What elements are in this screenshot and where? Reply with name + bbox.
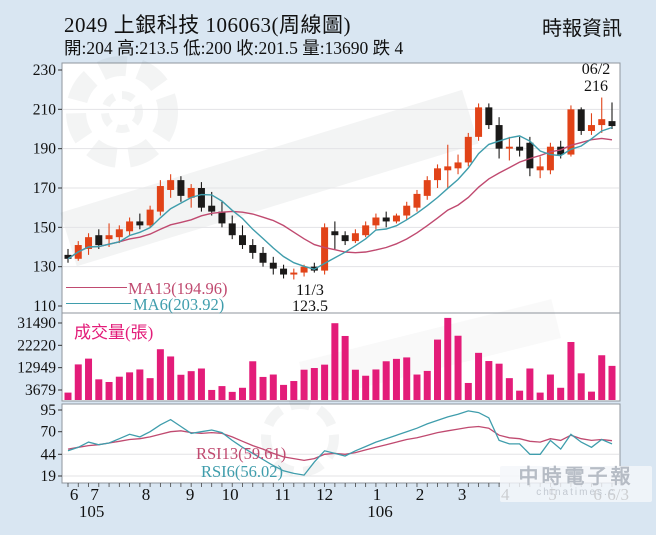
svg-text:130: 130 [33,259,57,276]
site-watermark-text: 中時電子報 [518,466,634,488]
svg-text:70: 70 [41,424,57,441]
ma6-line [67,126,613,271]
month-label: 3 [458,485,467,504]
year-label: 105 [79,502,105,521]
svg-text:3679: 3679 [25,382,56,399]
volume-pane-title: 成交量(張) [74,323,154,342]
candlesticks [64,97,616,280]
low-annotation-date: 11/3 [296,282,324,299]
ma6-legend-line [66,303,131,304]
month-label: 11 [274,485,290,504]
ma6-legend-label: MA6(203.92) [133,295,225,314]
rsi6-line [67,410,613,476]
svg-text:190: 190 [33,141,57,158]
month-label: 12 [316,485,333,504]
month-label: 2 [416,485,425,504]
svg-text:19: 19 [41,468,57,485]
ma13-line [67,137,613,260]
ohlc-quote-line: 開:204 高:213.5 低:200 收:201.5 量:13690 跌 4 [64,38,404,58]
ma13-legend-line [66,287,127,288]
month-label: 9 [186,485,195,504]
site-watermark-url: chinatimes.c [536,487,616,498]
low-annotation: 11/3 123.5 [278,283,342,315]
month-label: 8 [142,485,151,504]
rsi6-legend-label: RSI6(56.02) [201,462,284,481]
rsi13-line [67,425,613,462]
high-annotation-date: 06/2 [581,61,611,78]
month-label: 6 [70,485,79,504]
svg-text:95: 95 [41,402,57,419]
svg-text:150: 150 [33,219,57,236]
svg-text:12949: 12949 [17,360,56,377]
source-label: 時報資訊 [542,18,622,40]
year-label: 106 [367,502,393,521]
site-watermark: 中時電子報 chinatimes.c [500,466,652,502]
ma13-legend-label: MA13(194.96) [128,279,228,298]
volume-bars [64,317,616,400]
high-annotation-price: 216 [584,78,608,95]
svg-text:31490: 31490 [17,315,56,332]
svg-text:230: 230 [33,62,57,79]
background-watermark [60,56,561,477]
svg-text:44: 44 [41,446,57,463]
rsi13-legend-label: RSI13(59.61) [196,444,287,463]
high-annotation: 06/2 216 [566,61,626,95]
svg-text:110: 110 [33,298,56,315]
low-annotation-price: 123.5 [292,298,328,315]
svg-text:170: 170 [33,180,57,197]
month-label: 10 [222,485,239,504]
month-label: 7 [90,485,99,504]
chart-title: 2049 上銀科技 106063(周線圖) [64,13,351,37]
svg-text:22220: 22220 [17,337,56,354]
svg-text:210: 210 [33,101,57,118]
month-label: 1 [373,485,382,504]
axis-labels: 2302101901701501301103149022220129493679… [17,62,629,521]
